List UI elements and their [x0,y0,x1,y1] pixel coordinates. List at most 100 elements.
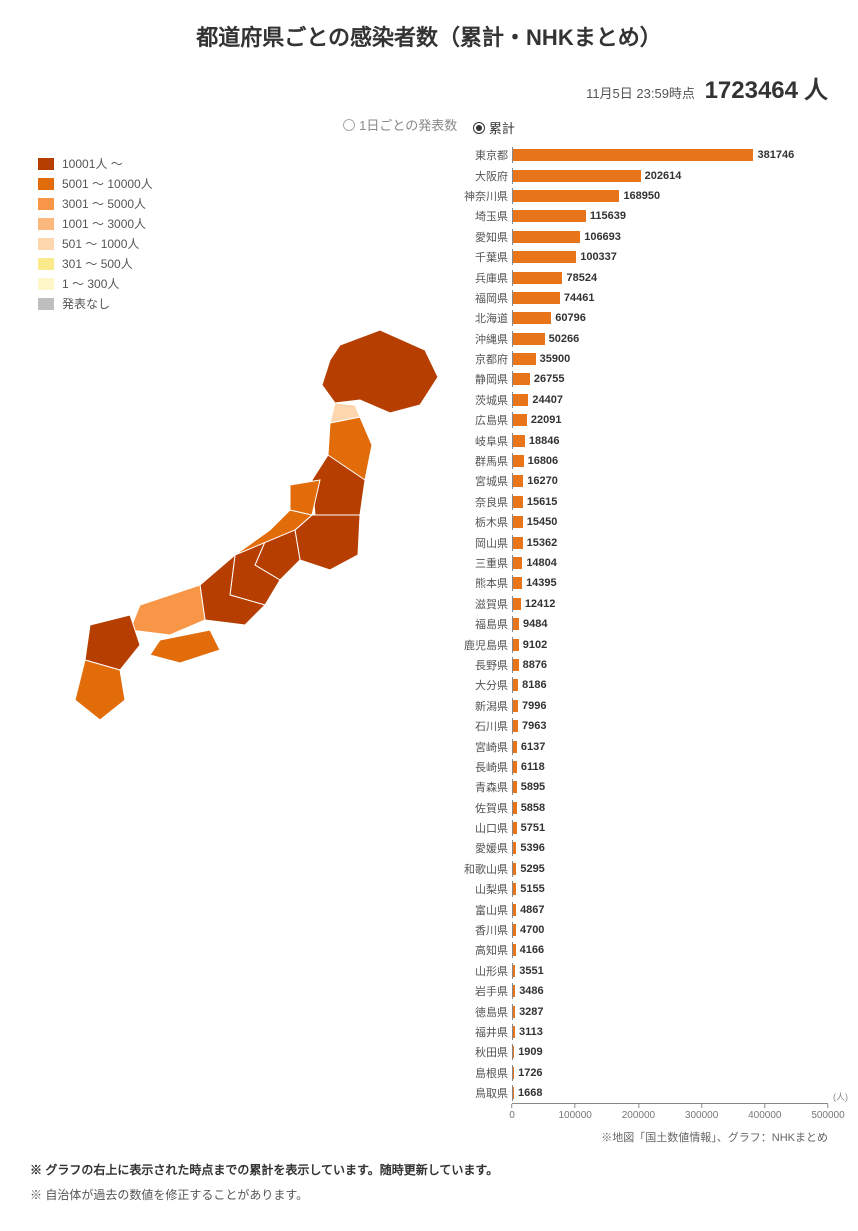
bar-label: 長野県 [454,657,512,673]
bar-value: 5396 [520,840,544,856]
bar-fill[interactable] [513,985,515,997]
bar-fill[interactable] [513,598,521,610]
bar-label: 岡山県 [454,535,512,551]
bar-fill[interactable] [513,639,519,651]
bar-label: 山口県 [454,820,512,836]
bar-track: 12412 [512,596,828,612]
bar-fill[interactable] [513,231,580,243]
bar-fill[interactable] [513,537,523,549]
map-region-hokkaido[interactable] [322,330,438,413]
bar-row: 佐賀県5858 [454,798,828,818]
bar-fill[interactable] [513,618,519,630]
bar-fill[interactable] [513,883,516,895]
bar-fill[interactable] [513,251,576,263]
bar-fill[interactable] [513,435,525,447]
bar-fill[interactable] [513,516,523,528]
bar-fill[interactable] [513,394,528,406]
axis-tick: 200000 [622,1104,655,1121]
bar-fill[interactable] [513,761,517,773]
bar-row: 長崎県6118 [454,757,828,777]
bar-fill[interactable] [513,292,560,304]
bar-track: 1909 [512,1044,828,1060]
bar-fill[interactable] [513,679,518,691]
bar-track: 7996 [512,698,828,714]
map-region-kyushu-s[interactable] [75,660,125,720]
bar-fill[interactable] [513,741,517,753]
bar-value: 9484 [523,616,547,632]
bar-fill[interactable] [513,353,536,365]
bar-fill[interactable] [513,1087,514,1099]
bar-row: 鳥取県1668 [454,1083,828,1103]
axis-tick: 100000 [559,1104,592,1121]
bar-label: 北海道 [454,310,512,326]
bar-fill[interactable] [513,455,524,467]
bar-label: 福井県 [454,1024,512,1040]
bar-fill[interactable] [513,496,523,508]
bar-fill[interactable] [513,822,517,834]
bar-fill[interactable] [513,944,516,956]
bar-fill[interactable] [513,781,517,793]
bar-fill[interactable] [513,965,515,977]
bar-value: 15362 [527,535,558,551]
bar-fill[interactable] [513,149,753,161]
radio-daily-label: 1日ごとの発表数 [359,115,457,134]
radio-daily[interactable]: 1日ごとの発表数 [343,115,457,134]
bar-fill[interactable] [513,1006,515,1018]
bar-fill[interactable] [513,904,516,916]
bar-fill[interactable] [513,700,518,712]
japan-map [30,315,450,755]
bar-fill[interactable] [513,475,523,487]
bar-value: 5895 [521,779,545,795]
bar-fill[interactable] [513,1067,514,1079]
bar-fill[interactable] [513,720,518,732]
bar-label: 神奈川県 [454,188,512,204]
bar-row: 茨城県24407 [454,390,828,410]
map-region-kanto[interactable] [295,515,360,570]
bar-fill[interactable] [513,1026,515,1038]
bar-fill[interactable] [513,190,619,202]
bar-value: 50266 [549,331,580,347]
bar-fill[interactable] [513,842,516,854]
bar-fill[interactable] [513,414,527,426]
bar-row: 広島県22091 [454,410,828,430]
bar-fill[interactable] [513,863,516,875]
radio-cumulative[interactable]: 累計 [473,118,515,137]
bar-fill[interactable] [513,1046,514,1058]
bar-row: 福岡県74461 [454,288,828,308]
bar-fill[interactable] [513,312,551,324]
bar-fill[interactable] [513,577,522,589]
bar-value: 60796 [555,310,586,326]
bar-fill[interactable] [513,924,516,936]
bar-fill[interactable] [513,170,641,182]
bar-track: 3551 [512,963,828,979]
bar-value: 202614 [645,168,682,184]
bar-fill[interactable] [513,373,530,385]
bar-track: 15362 [512,535,828,551]
bar-track: 60796 [512,310,828,326]
bar-value: 74461 [564,290,595,306]
bar-row: 群馬県16806 [454,451,828,471]
legend-row: 5001 ～ 10000人 [38,175,450,192]
bar-value: 6137 [521,739,545,755]
map-region-kyushu-n[interactable] [85,615,140,670]
bar-fill[interactable] [513,210,586,222]
bar-value: 381746 [757,147,794,163]
bar-track: 3113 [512,1024,828,1040]
bar-value: 5858 [521,800,545,816]
bar-fill[interactable] [513,272,562,284]
bar-fill[interactable] [513,333,545,345]
bar-fill[interactable] [513,557,522,569]
bar-label: 沖縄県 [454,331,512,347]
map-region-chugoku[interactable] [130,585,205,635]
bar-fill[interactable] [513,659,519,671]
bar-value: 5155 [520,881,544,897]
bar-row: 熊本県14395 [454,573,828,593]
bar-track: 106693 [512,229,828,245]
map-region-shikoku[interactable] [150,630,220,663]
bar-row: 埼玉県115639 [454,206,828,226]
bar-label: 鹿児島県 [454,637,512,653]
bar-value: 3551 [519,963,543,979]
bar-value: 26755 [534,371,565,387]
bar-track: 1726 [512,1065,828,1081]
bar-fill[interactable] [513,802,517,814]
